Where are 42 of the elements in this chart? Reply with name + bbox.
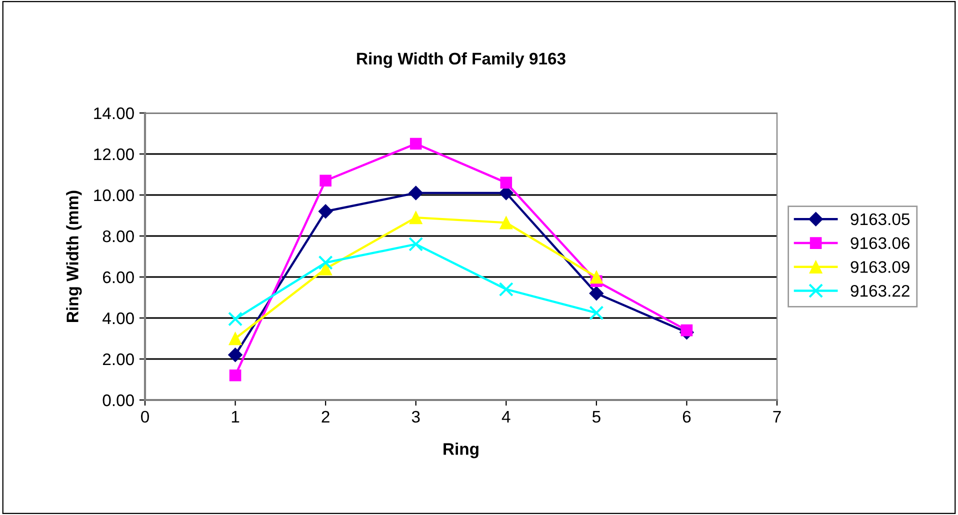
chart-title: Ring Width Of Family 9163 bbox=[357, 52, 566, 68]
y-tick-label: 8.00 bbox=[102, 230, 134, 242]
y-tick-label: 4.00 bbox=[102, 312, 134, 324]
legend-label: 9163.09 bbox=[850, 261, 910, 273]
x-tick-label: 2 bbox=[322, 410, 330, 422]
x-tick-label: 0 bbox=[141, 410, 149, 423]
point bbox=[680, 324, 693, 336]
legend-label: 9163.22 bbox=[850, 284, 910, 297]
point bbox=[320, 174, 332, 187]
point bbox=[408, 236, 424, 252]
point bbox=[408, 186, 424, 200]
point bbox=[318, 262, 332, 276]
x-axis-title: Ring bbox=[444, 442, 478, 458]
point bbox=[318, 255, 333, 270]
x-tick-label: 6 bbox=[682, 410, 691, 423]
legend-label: 9163.05 bbox=[850, 213, 910, 226]
point bbox=[590, 270, 604, 284]
point bbox=[229, 369, 242, 382]
y-tick-label: 2.00 bbox=[102, 353, 134, 366]
y-tick-label: 0.00 bbox=[102, 394, 134, 406]
point bbox=[589, 306, 604, 320]
point bbox=[410, 138, 422, 150]
point bbox=[228, 332, 242, 346]
point bbox=[409, 210, 422, 224]
x-tick-label: 5 bbox=[592, 411, 600, 423]
legend-label: 9163.06 bbox=[850, 237, 910, 250]
x-tick-label: 7 bbox=[773, 411, 781, 422]
y-axis-title: Ring Width (mm) bbox=[66, 190, 82, 322]
point bbox=[318, 204, 333, 219]
y-tick-label: 6.00 bbox=[102, 271, 134, 284]
y-tick-label: 10.00 bbox=[94, 189, 134, 202]
point bbox=[589, 286, 604, 301]
point bbox=[228, 312, 243, 326]
point bbox=[498, 282, 514, 297]
point bbox=[500, 216, 513, 230]
point bbox=[500, 176, 512, 189]
point bbox=[228, 348, 243, 362]
x-tick-label: 4 bbox=[502, 411, 510, 422]
y-tick-label: 14.00 bbox=[94, 107, 134, 120]
x-tick-label: 1 bbox=[232, 411, 240, 422]
x-tick-label: 3 bbox=[412, 410, 420, 423]
y-tick-label: 12.00 bbox=[94, 148, 134, 160]
